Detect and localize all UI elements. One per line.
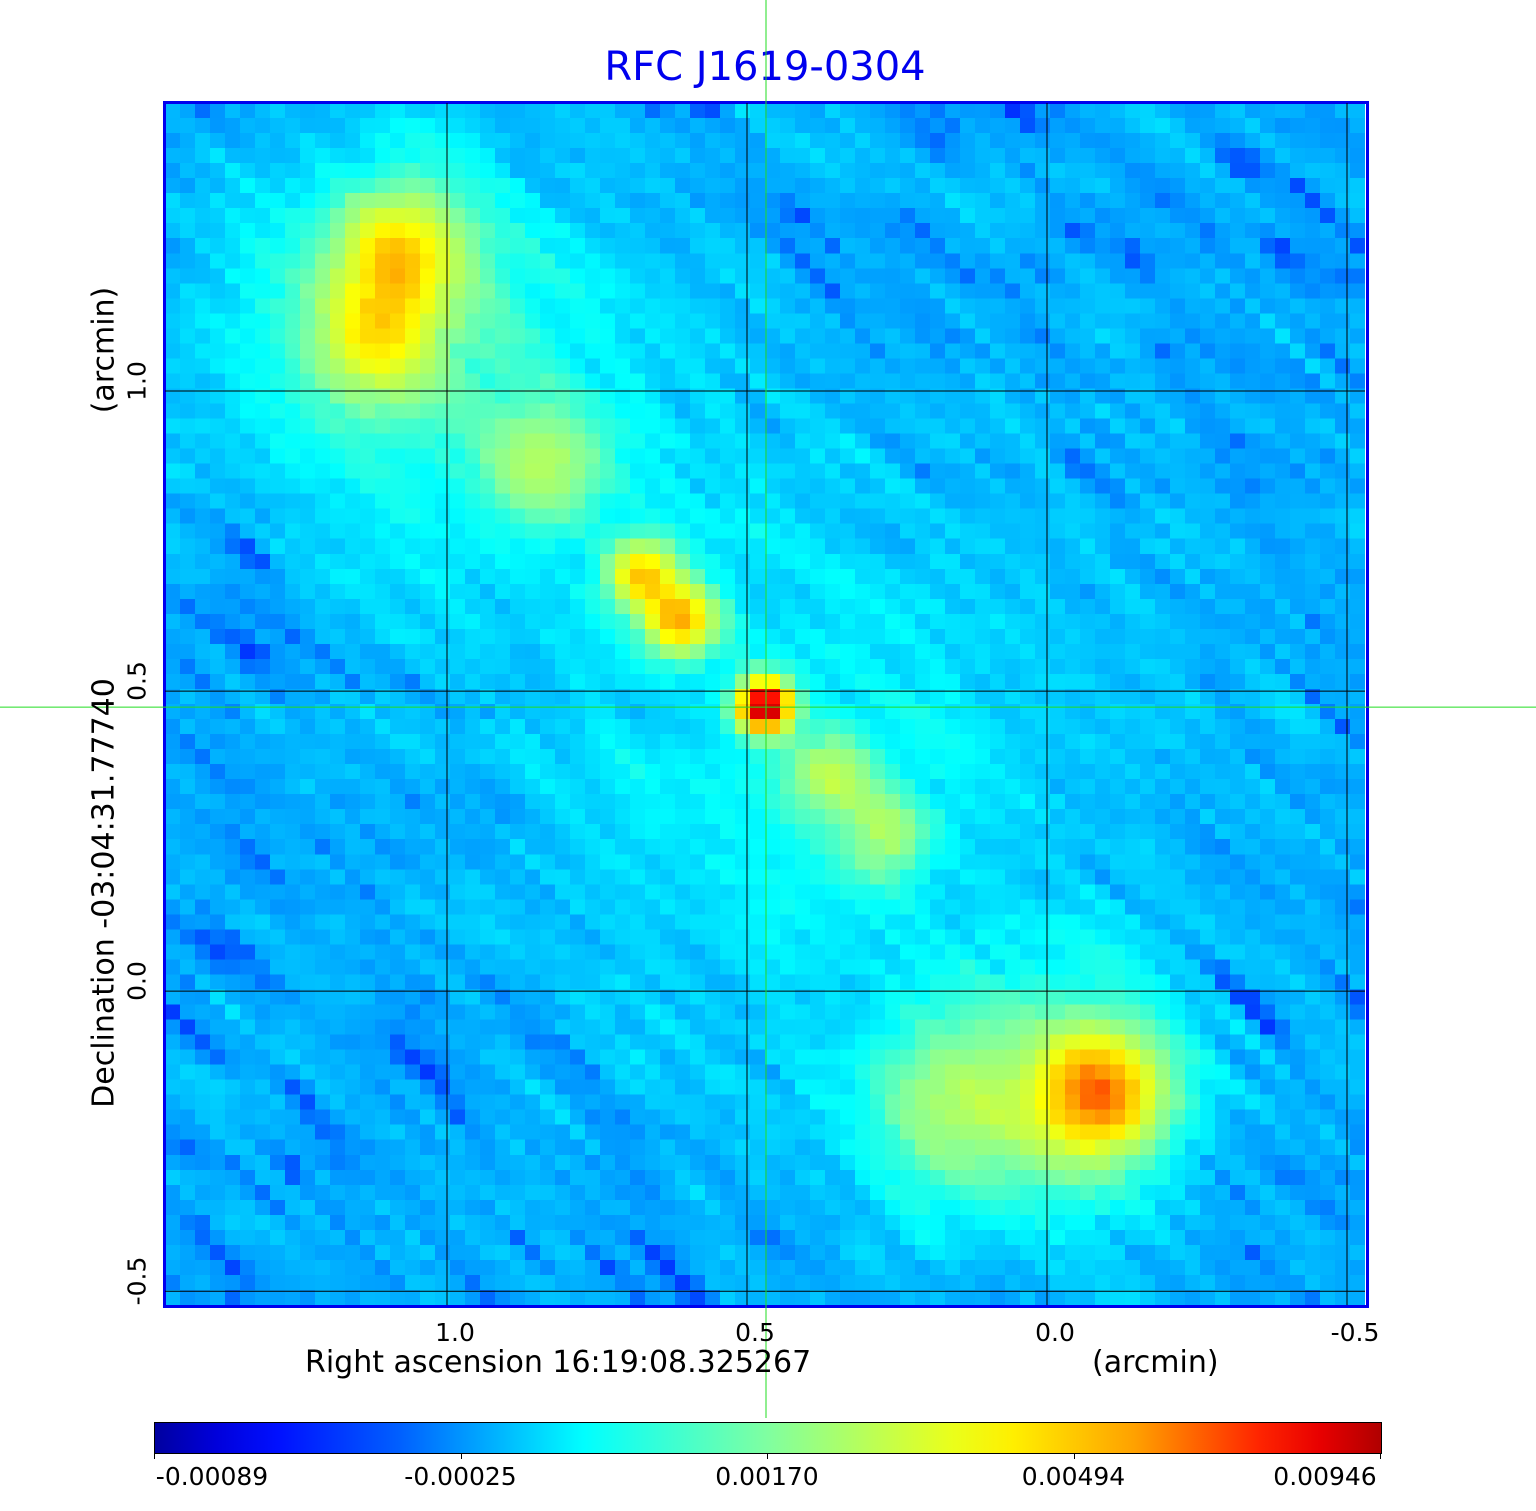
x-axis-label: Right ascension 16:19:08.325267 <box>305 1345 812 1380</box>
x-tick-label: -0.5 <box>1330 1318 1380 1347</box>
y-tick-label: 1.0 <box>122 361 152 401</box>
colorbar-tick <box>1073 1453 1075 1459</box>
colorbar-tick <box>460 1453 462 1459</box>
colorbar-tick <box>767 1453 768 1459</box>
colorbar-tick <box>1380 1453 1381 1459</box>
colorbar-tick-label: 0.00946 <box>1273 1462 1377 1491</box>
y-axis-unit: (arcmin) <box>86 286 122 414</box>
x-tick-label: 0.0 <box>1035 1318 1075 1347</box>
colorbar-tick <box>154 1453 155 1459</box>
y-tick-label: -0.5 <box>122 1256 152 1306</box>
y-tick-label: 0.0 <box>122 961 152 1002</box>
y-tick-label: 0.5 <box>122 661 152 701</box>
plot-area <box>165 103 1365 1305</box>
y-axis-label: Declination -03:04:31.77740 <box>86 678 122 1108</box>
colorbar-tick-label: 0.00170 <box>715 1462 819 1491</box>
colorbar-tick-label: 0.00494 <box>1021 1462 1126 1491</box>
colorbar-tick-label: -0.00089 <box>155 1462 269 1491</box>
x-tick-label: 0.5 <box>735 1318 775 1347</box>
chart-title: RFC J1619-0304 <box>604 44 926 90</box>
x-tick-label: 1.0 <box>435 1318 475 1347</box>
colorbar-tick-label: -0.00025 <box>404 1462 517 1491</box>
colorbar <box>154 1422 1382 1454</box>
gridlines <box>165 103 1365 1305</box>
x-axis-unit: (arcmin) <box>1092 1345 1219 1380</box>
heatmap-image <box>165 103 1365 1305</box>
